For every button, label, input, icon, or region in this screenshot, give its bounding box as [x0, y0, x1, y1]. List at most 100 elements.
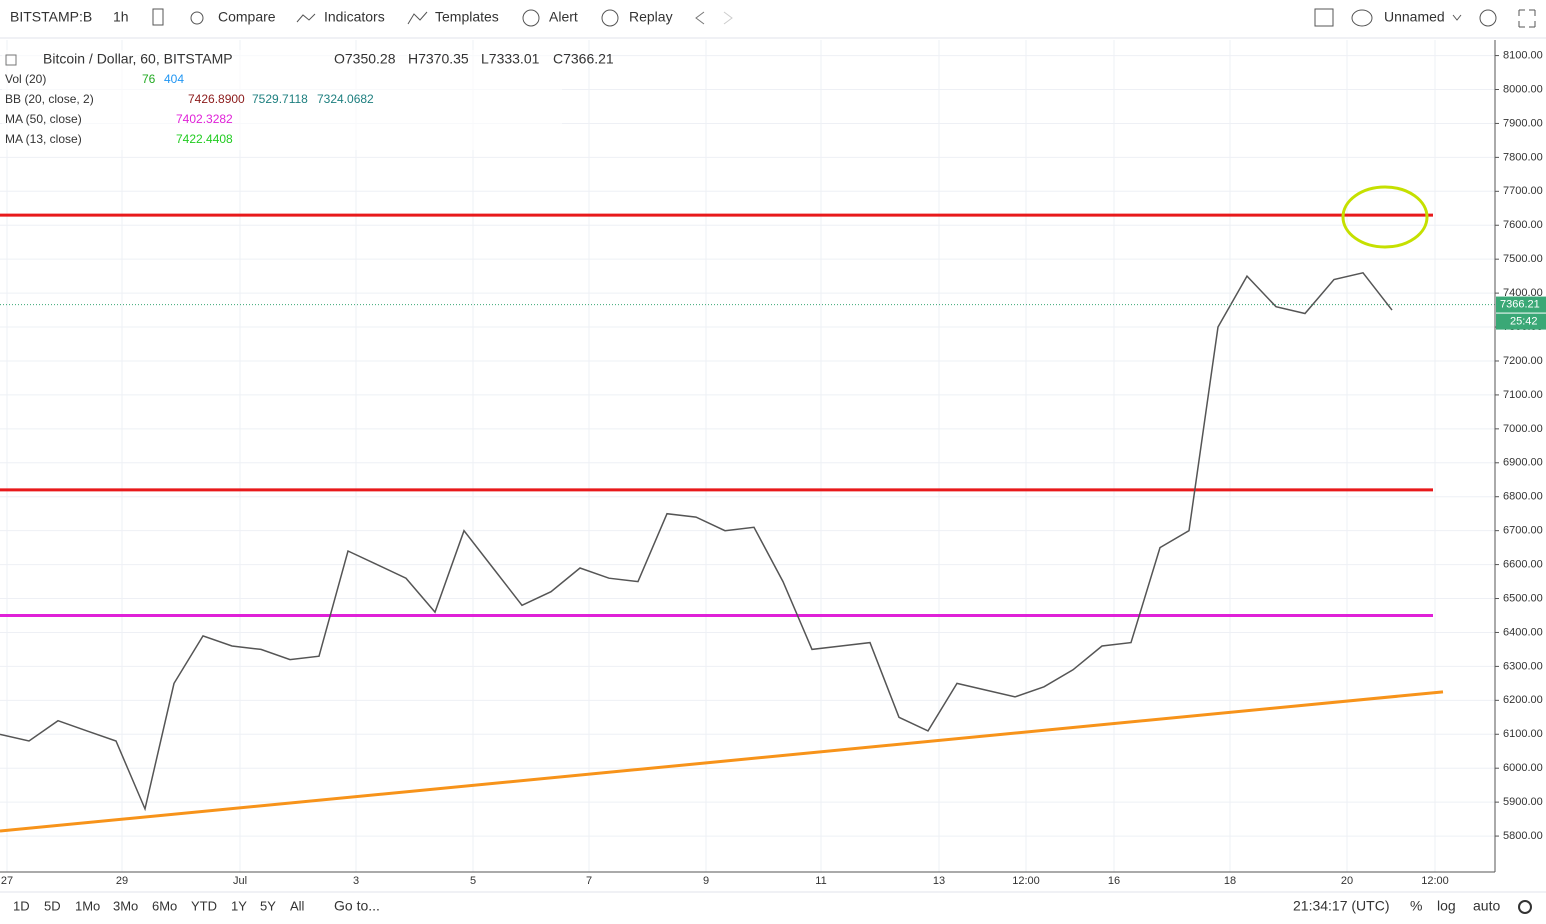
y-tick-label: 7200.00 — [1503, 355, 1543, 367]
chart-style-icon[interactable] — [152, 8, 164, 26]
y-tick-label: 6800.00 — [1503, 491, 1543, 503]
y-tick-label: 6600.00 — [1503, 558, 1543, 570]
y-tick-label: 7900.00 — [1503, 117, 1543, 129]
x-tick-label: 7 — [586, 875, 592, 887]
y-tick-label: 5800.00 — [1503, 830, 1543, 842]
layout-dropdown[interactable] — [1452, 14, 1462, 21]
range-button[interactable]: YTD — [191, 898, 217, 913]
y-tick-label: 6700.00 — [1503, 525, 1543, 537]
range-button[interactable]: 1D — [13, 898, 30, 913]
vol-ma-value: 404 — [164, 72, 184, 86]
range-button[interactable]: 1Mo — [75, 898, 100, 913]
x-tick-label: 20 — [1341, 875, 1353, 887]
undo-button[interactable] — [695, 11, 705, 25]
bb-label: BB (20, close, 2) — [5, 92, 94, 106]
fullscreen-checkbox[interactable] — [1314, 8, 1334, 27]
y-tick-label: 7000.00 — [1503, 423, 1543, 435]
range-button[interactable]: 5D — [44, 898, 61, 913]
y-tick-label: 5900.00 — [1503, 796, 1543, 808]
highlight-ellipse — [1341, 185, 1429, 249]
templates-icon — [407, 11, 428, 25]
layout-button[interactable]: Unnamed — [1384, 9, 1445, 25]
x-tick-label: 16 — [1108, 875, 1120, 887]
y-tick-label: 7100.00 — [1503, 389, 1543, 401]
auto-toggle[interactable]: auto — [1473, 898, 1500, 914]
clock: 21:34:17 (UTC) — [1293, 898, 1389, 914]
goto-button[interactable]: Go to... — [334, 898, 380, 914]
templates-button[interactable]: Templates — [435, 9, 499, 25]
cloud-icon — [1351, 9, 1373, 27]
range-buttons: 1D 5D 1Mo 3Mo 6Mo YTD 1Y 5Y All — [13, 898, 305, 913]
alert-button[interactable]: Alert — [549, 9, 578, 25]
compare-button[interactable]: Compare — [218, 9, 276, 25]
y-tick-label: 7400.00 — [1503, 287, 1543, 299]
ma50-value: 7402.3282 — [176, 112, 233, 126]
legend-open: O7350.28 — [334, 51, 396, 67]
bb-upper: 7529.7118 — [252, 92, 308, 106]
symbol-button[interactable]: BITSTAMP:B — [10, 9, 92, 25]
legend-backdrop — [2, 50, 562, 150]
interval-button[interactable]: 1h — [113, 9, 129, 25]
axis-settings[interactable] — [1518, 900, 1532, 914]
x-tick-label: 12:00 — [1421, 875, 1449, 887]
x-tick-label: 29 — [116, 875, 128, 887]
range-button[interactable]: All — [290, 898, 305, 913]
range-button[interactable]: 3Mo — [113, 898, 138, 913]
x-tick-label: Jul — [233, 875, 247, 887]
bottom-bar — [0, 892, 1546, 924]
last-price-box — [1496, 296, 1546, 313]
y-tick-label: 8100.00 — [1503, 49, 1543, 61]
y-tick-label: 6200.00 — [1503, 694, 1543, 706]
x-tick-label: 27 — [1, 875, 13, 887]
toolbar — [0, 0, 1546, 38]
x-tick-label: 18 — [1224, 875, 1236, 887]
trend-line — [0, 690, 1444, 833]
y-tick-label: 6300.00 — [1503, 660, 1543, 672]
legend-close: C7366.21 — [553, 51, 614, 67]
vol-value: 76 — [142, 72, 156, 86]
range-button[interactable]: 6Mo — [152, 898, 177, 913]
x-tick-label: 9 — [703, 875, 709, 887]
x-tick-label: 3 — [353, 875, 359, 887]
range-button[interactable]: 5Y — [260, 898, 276, 913]
y-tick-label: 8000.00 — [1503, 83, 1543, 95]
countdown-label: 25:42 — [1510, 315, 1538, 327]
last-price-label: 7366.21 — [1500, 298, 1540, 310]
redo-button[interactable] — [723, 11, 733, 25]
bb-basis: 7426.8900 — [188, 92, 245, 106]
x-tick-label: 13 — [933, 875, 945, 887]
indicators-icon — [296, 13, 316, 23]
y-tick-label: 7600.00 — [1503, 219, 1543, 231]
price-line — [0, 271, 1393, 812]
legend-low: L7333.01 — [481, 51, 540, 67]
countdown-box — [1496, 313, 1546, 330]
alert-icon — [522, 9, 540, 27]
ma13-label: MA (13, close) — [5, 132, 82, 146]
y-tick-label: 6000.00 — [1503, 762, 1543, 774]
y-tick-label: 7500.00 — [1503, 253, 1543, 265]
plot-area — [0, 40, 1495, 872]
indicators-button[interactable]: Indicators — [324, 9, 385, 25]
vol-label: Vol (20) — [5, 72, 46, 86]
compare-icon — [190, 11, 204, 25]
percent-toggle[interactable]: % — [1410, 898, 1422, 914]
bb-lower: 7324.0682 — [317, 92, 374, 106]
settings-button[interactable] — [1479, 9, 1497, 27]
y-tick-label: 6400.00 — [1503, 626, 1543, 638]
replay-button[interactable]: Replay — [629, 9, 673, 25]
range-button[interactable]: 1Y — [231, 898, 247, 913]
x-tick-label: 11 — [815, 875, 826, 887]
x-tick-label: 5 — [470, 875, 476, 887]
y-tick-label: 7800.00 — [1503, 151, 1543, 163]
expand-button[interactable] — [1518, 9, 1536, 28]
y-tick-label: 7700.00 — [1503, 185, 1543, 197]
log-toggle[interactable]: log — [1437, 898, 1456, 914]
y-tick-label: 6100.00 — [1503, 728, 1543, 740]
ma13-value: 7422.4408 — [176, 132, 233, 146]
y-tick-label: 6900.00 — [1503, 457, 1543, 469]
legend-symbol: Bitcoin / Dollar, 60, BITSTAMP — [43, 51, 233, 67]
x-tick-label: 12:00 — [1012, 875, 1040, 887]
collapse-legend[interactable] — [5, 54, 17, 66]
